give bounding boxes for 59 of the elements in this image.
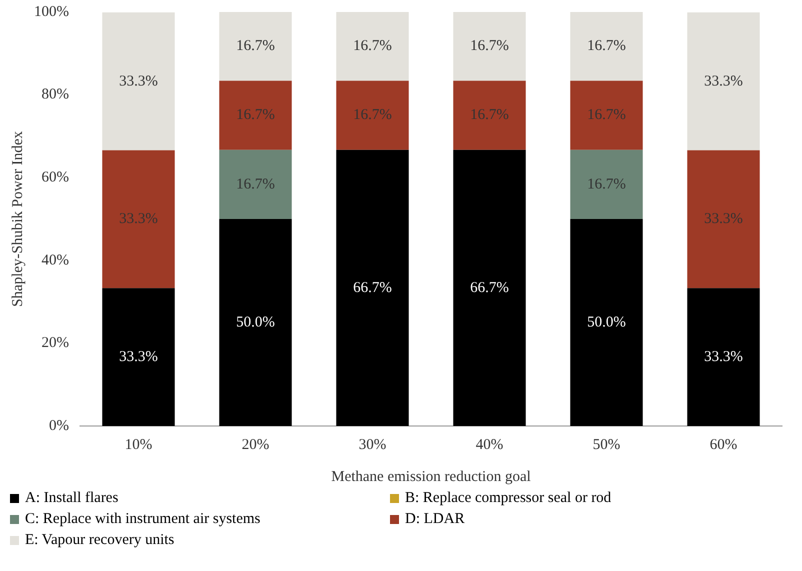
y-tick-label: 80% (41, 86, 69, 103)
x-tick-label: 50% (592, 436, 620, 453)
bar (219, 150, 292, 219)
bar (570, 150, 643, 219)
y-tick-label: 100% (34, 4, 69, 20)
data-label: 16.7% (236, 176, 275, 192)
data-label: 16.7% (587, 107, 626, 124)
data-label: 33.3% (119, 349, 158, 366)
y-tick-label: 0% (48, 418, 69, 434)
bar (219, 12, 292, 81)
x-tick-label: 20% (242, 436, 270, 453)
bar (102, 150, 175, 288)
data-label: 33.3% (704, 211, 743, 228)
legend-label: E: Vapour recovery units (25, 532, 174, 549)
y-tick-label: 60% (41, 170, 69, 186)
legend-label: A: Install flares (25, 490, 118, 507)
data-label: 33.3% (704, 73, 743, 90)
bar (102, 288, 175, 426)
x-tick-label: 40% (476, 436, 504, 453)
legend-label: D: LDAR (405, 511, 465, 528)
x-tick-label: 10% (124, 436, 152, 453)
data-label: 16.7% (236, 38, 275, 54)
data-label: 66.7% (470, 280, 509, 296)
bar (336, 12, 409, 81)
data-label: 16.7% (353, 38, 392, 54)
data-label: 33.3% (119, 73, 158, 90)
y-tick-label: 40% (41, 252, 69, 268)
data-label: 16.7% (470, 107, 509, 124)
data-label: 33.3% (704, 349, 743, 366)
bar (219, 80, 292, 150)
x-tick-label: 30% (358, 436, 386, 453)
bar (570, 219, 643, 426)
y-axis-title: Shapley-Shubik Power Index (10, 130, 26, 307)
bar (687, 12, 760, 150)
bar (570, 12, 643, 81)
bar (336, 80, 409, 150)
bar (687, 150, 760, 288)
bar (687, 288, 760, 426)
bar (336, 150, 409, 426)
bar (453, 80, 526, 150)
data-label: 16.7% (587, 38, 626, 54)
x-tick-label: 60% (710, 436, 738, 453)
bar (453, 150, 526, 426)
data-label: 16.7% (236, 107, 275, 124)
y-tick-label: 20% (41, 335, 69, 352)
bar (102, 12, 175, 150)
data-label: 16.7% (353, 107, 392, 124)
bar (570, 80, 643, 150)
data-label: 50.0% (587, 314, 626, 330)
data-label: 33.3% (119, 211, 158, 228)
data-label: 66.7% (353, 280, 392, 296)
data-label: 16.7% (587, 176, 626, 192)
bar (219, 219, 292, 426)
data-label: 16.7% (470, 38, 509, 54)
bar (453, 12, 526, 81)
legend-label: C: Replace with instrument air systems (25, 511, 260, 528)
data-label: 50.0% (236, 314, 275, 330)
x-axis-title: Methane emission reduction goal (331, 468, 531, 485)
legend-label: B: Replace compressor seal or rod (405, 490, 612, 507)
